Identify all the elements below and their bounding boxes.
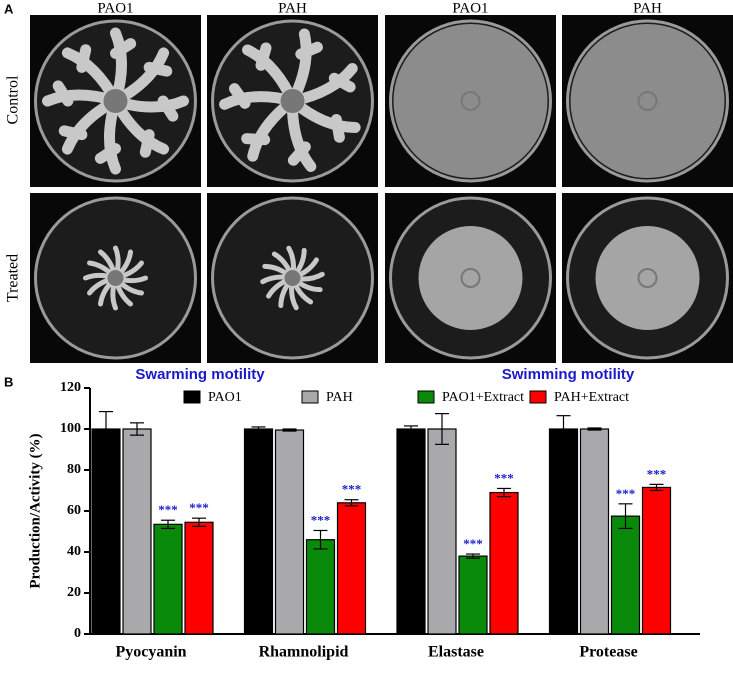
bar [641, 486, 672, 635]
error-bar [497, 487, 511, 498]
x-tick-label: Protease [579, 644, 637, 661]
column-label: PAO1 [97, 0, 133, 16]
colony-center [284, 270, 301, 286]
bar [458, 555, 488, 635]
bar [548, 428, 579, 635]
error-bar [161, 519, 175, 530]
column-label: PAH [633, 0, 662, 16]
error-bar [99, 410, 113, 448]
legend-label: PAO1+Extract [442, 390, 524, 405]
legend-swatch [301, 390, 319, 404]
y-tick-label: 0 [74, 626, 81, 641]
bar [153, 523, 183, 635]
swarm-colony [260, 245, 325, 311]
bar [427, 428, 457, 635]
swim-colony [570, 24, 725, 178]
colony-center [460, 91, 481, 111]
bar [243, 428, 274, 635]
swarm-colony [42, 27, 189, 175]
caption: Swarming motility [135, 366, 265, 383]
error-bar [435, 413, 449, 445]
error-bar [251, 426, 266, 432]
significance-label: *** [494, 470, 514, 485]
y-tick-label: 100 [60, 421, 81, 436]
bar [579, 428, 610, 635]
swim-colony [418, 226, 523, 330]
colony-center [460, 268, 481, 288]
legend-swatch [183, 390, 201, 404]
legend-label: PAH+Extract [554, 390, 629, 405]
swim-colony [393, 24, 548, 178]
swarm-colony [83, 245, 148, 311]
significance-label: *** [616, 486, 636, 501]
colony-center [103, 89, 128, 113]
bar [122, 428, 152, 635]
y-tick-label: 60 [67, 503, 81, 518]
column-label: PAO1 [452, 0, 488, 16]
bar [489, 491, 519, 635]
error-bar [344, 499, 359, 507]
y-tick-label: 40 [67, 544, 81, 559]
colony-center [637, 91, 658, 111]
bar [274, 429, 305, 635]
x-tick-label: Elastase [428, 644, 484, 661]
legend-swatch [529, 390, 547, 404]
bar [610, 515, 641, 635]
significance-label: *** [647, 466, 667, 481]
legend-swatch [417, 390, 435, 404]
bar [91, 428, 121, 635]
row-label: Treated [5, 254, 22, 302]
error-bar [556, 415, 571, 443]
swim-colony [595, 226, 700, 330]
panel-label: A [4, 1, 14, 16]
significance-label: *** [189, 500, 209, 515]
bar [336, 502, 367, 635]
x-tick-label: Rhamnolipid [259, 644, 349, 661]
x-tick-label: Pyocyanin [115, 644, 186, 661]
caption: Swimming motility [502, 366, 635, 383]
significance-label: *** [463, 536, 483, 551]
significance-label: *** [342, 482, 362, 497]
legend-label: PAO1 [208, 390, 242, 405]
y-tick-label: 80 [67, 462, 81, 477]
y-tick-label: 20 [67, 585, 81, 600]
panel-label: B [4, 374, 13, 389]
error-bar [466, 553, 480, 559]
error-bar [282, 428, 297, 432]
y-tick-label: 120 [60, 380, 81, 395]
bar [305, 539, 336, 635]
error-bar [192, 517, 206, 527]
error-bar [130, 422, 144, 436]
swarm-colony [219, 28, 361, 172]
error-bar [404, 425, 418, 433]
y-axis-title: Production/Activity (%) [27, 433, 43, 588]
significance-label: *** [158, 502, 178, 517]
error-bar [313, 529, 328, 550]
error-bar [587, 427, 602, 431]
error-bar [618, 503, 633, 530]
significance-label: *** [311, 512, 331, 527]
legend-label: PAH [326, 390, 353, 405]
error-bar [649, 483, 664, 492]
colony-center [107, 270, 124, 286]
colony-center [280, 89, 305, 113]
bar [396, 428, 426, 635]
column-label: PAH [278, 0, 307, 16]
bar [184, 521, 214, 635]
colony-center [637, 268, 658, 288]
row-label: Control [5, 75, 22, 124]
